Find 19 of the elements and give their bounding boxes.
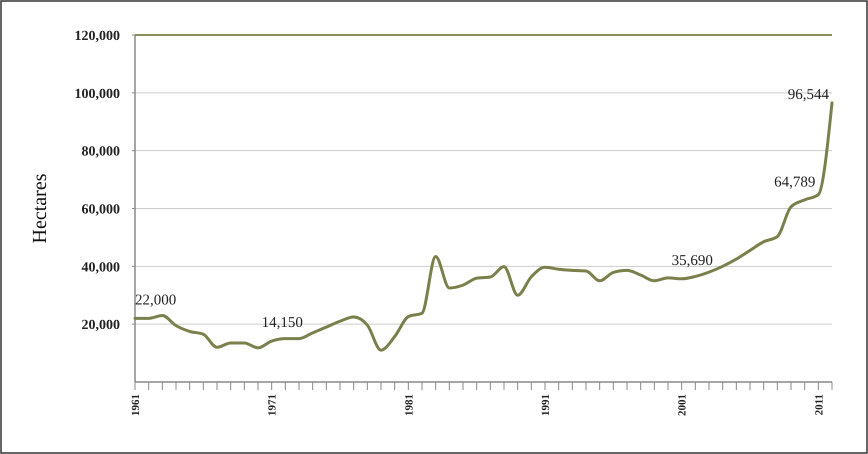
data-label: 35,690 xyxy=(672,252,713,269)
x-tick-label: 1991 xyxy=(540,394,552,416)
line-series xyxy=(134,101,834,352)
y-tick-label: 40,000 xyxy=(82,260,120,276)
x-tick-label: 1981 xyxy=(403,394,416,416)
y-tick-label: 60,000 xyxy=(82,202,120,218)
y-axis-title: Hectares xyxy=(29,173,51,244)
x-tick-label: 2011 xyxy=(813,394,826,416)
y-tick-label: 80,000 xyxy=(82,144,120,160)
x-tick-label: 1961 xyxy=(130,394,142,416)
y-tick-label: 120,000 xyxy=(74,29,120,44)
data-label: 22,000 xyxy=(135,292,176,308)
data-label: 14,150 xyxy=(262,315,303,332)
y-tick-label: 20,000 xyxy=(82,318,120,334)
data-label: 64,789 xyxy=(774,174,816,191)
y-tick-label: 100,000 xyxy=(74,86,120,102)
x-tick-label: 1971 xyxy=(266,394,279,416)
data-label: 96,544 xyxy=(788,86,830,103)
x-tick-label: 2001 xyxy=(676,394,689,416)
